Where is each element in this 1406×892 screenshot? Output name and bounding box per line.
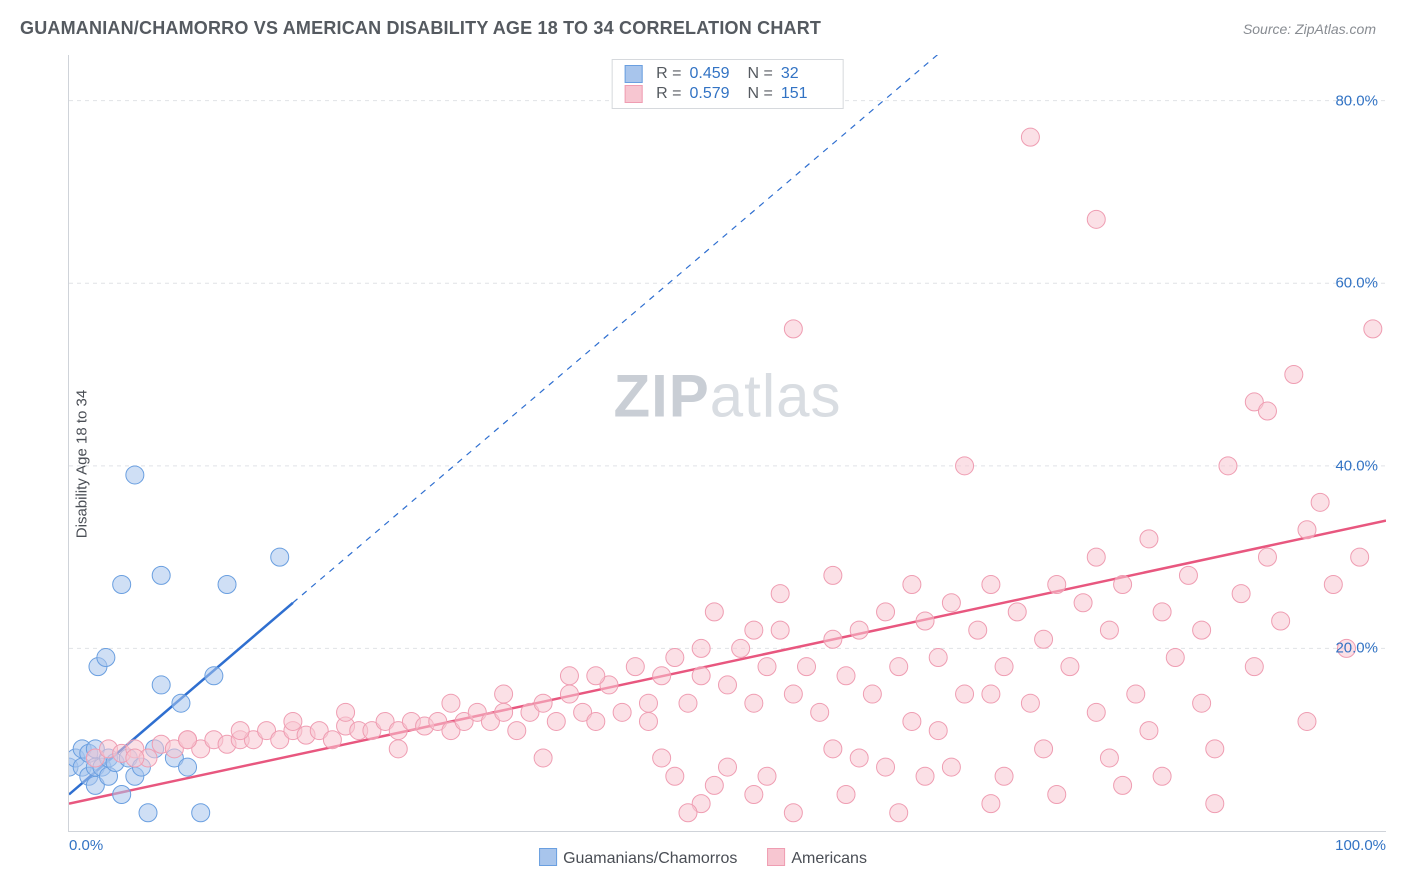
- series-legend: Guamanians/Chamorros Americans: [539, 848, 867, 868]
- corr-r-value: 0.459: [690, 65, 740, 83]
- corr-r-value: 0.579: [690, 85, 740, 103]
- legend-label: Guamanians/Chamorros: [563, 850, 737, 867]
- legend-item: Guamanians/Chamorros: [539, 848, 737, 868]
- corr-n-label: N =: [748, 65, 773, 83]
- source-attribution: Source: ZipAtlas.com: [1243, 21, 1376, 37]
- x-tick-label: 0.0%: [69, 837, 103, 854]
- y-tick-label: 40.0%: [1335, 457, 1378, 474]
- chart-title: GUAMANIAN/CHAMORRO VS AMERICAN DISABILIT…: [20, 18, 821, 39]
- x-tick-label: 100.0%: [1335, 837, 1386, 854]
- legend-item: Americans: [767, 848, 867, 868]
- legend-swatch: [624, 85, 642, 103]
- corr-r-label: R =: [656, 85, 681, 103]
- corr-row: R = 0.579 N = 151: [624, 84, 831, 104]
- legend-swatch: [624, 65, 642, 83]
- plot-area: ZIPatlas R = 0.459N = 32R = 0.579N = 151…: [68, 55, 1386, 832]
- legend-swatch: [539, 848, 557, 866]
- chart-svg: [69, 55, 1386, 831]
- legend-swatch: [767, 848, 785, 866]
- corr-n-value: 151: [781, 85, 831, 103]
- chart-container: Disability Age 18 to 34 ZIPatlas R = 0.4…: [20, 55, 1386, 872]
- y-tick-label: 20.0%: [1335, 640, 1378, 657]
- corr-n-value: 32: [781, 65, 831, 83]
- correlation-legend: R = 0.459 N = 32 R = 0.579 N = 151: [611, 59, 844, 109]
- legend-label: Americans: [791, 850, 867, 867]
- y-tick-label: 80.0%: [1335, 92, 1378, 109]
- corr-n-label: N =: [748, 85, 773, 103]
- y-tick-label: 60.0%: [1335, 275, 1378, 292]
- corr-r-label: R =: [656, 65, 681, 83]
- corr-row: R = 0.459 N = 32: [624, 64, 831, 84]
